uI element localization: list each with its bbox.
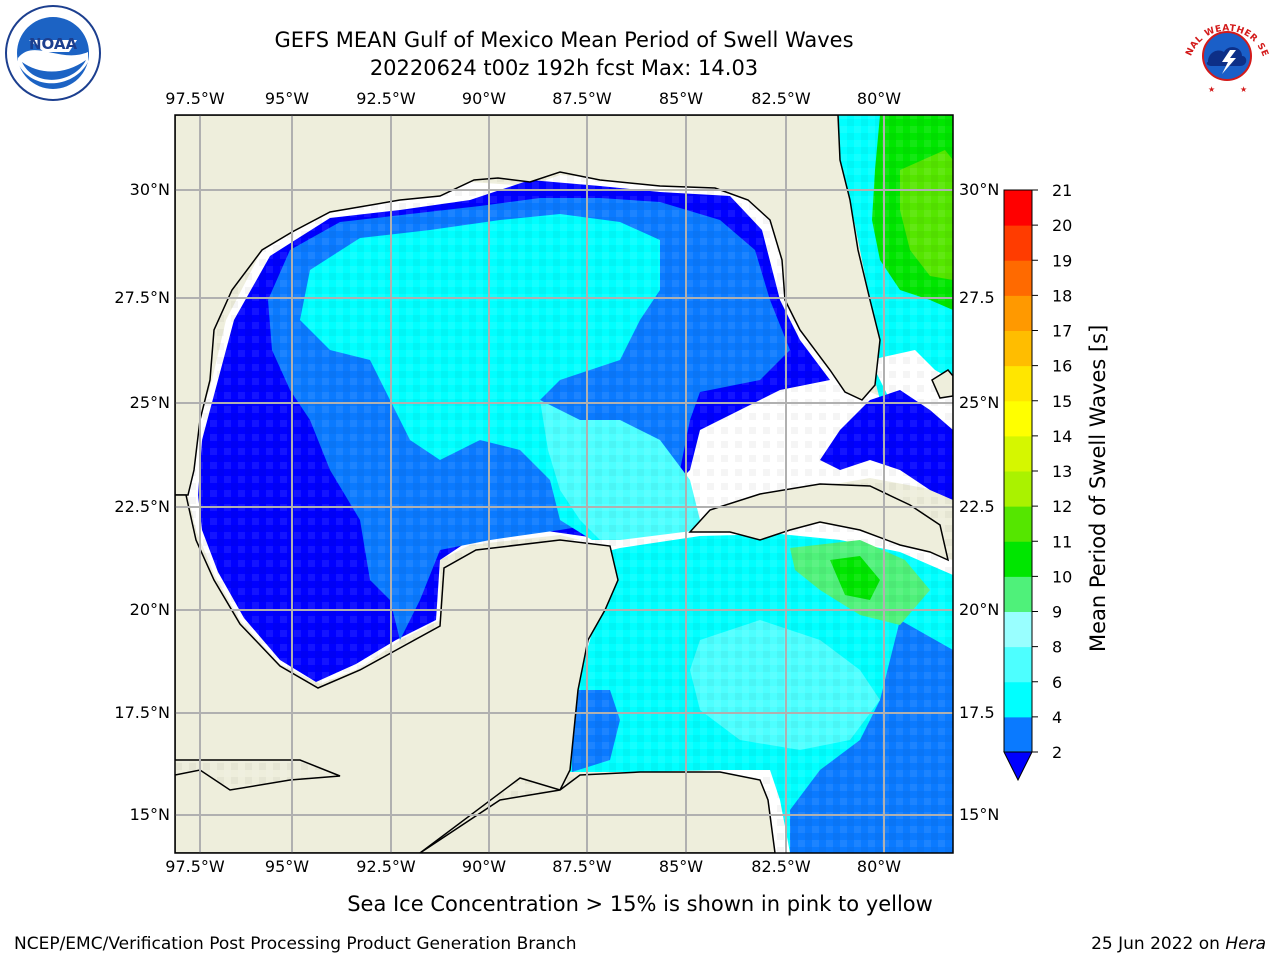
lat-label-right: 27.5 (959, 288, 995, 307)
lon-label-top: 85°W (658, 89, 704, 108)
colorbar-tick-label: 15 (1052, 392, 1072, 411)
lon-label-top: 95°W (264, 89, 310, 108)
lon-label-bottom: 90°W (461, 857, 507, 876)
lon-label-top: 87.5°W (552, 89, 612, 108)
colorbar-tick-label: 12 (1052, 497, 1072, 516)
colorbar-band (1004, 330, 1032, 367)
colorbar-band (1004, 365, 1032, 402)
colorbar-band (1004, 576, 1032, 612)
lon-label-top: 97.5°W (165, 89, 225, 108)
colorbar-band (1004, 716, 1032, 753)
map-subtitle: 20220624 t00z 192h fcst Max: 14.03 (369, 56, 759, 80)
map-area (175, 115, 953, 853)
colorbar-under-arrow (1003, 751, 1033, 782)
lat-label-left: 15°N (129, 805, 170, 824)
colorbar-tick-label: 19 (1052, 251, 1072, 270)
lon-label-bottom: 85°W (658, 857, 704, 876)
colorbar-tick-label: 17 (1052, 322, 1072, 341)
colorbar-tick-label: 6 (1052, 673, 1062, 692)
colorbar-tick-label: 8 (1052, 638, 1062, 657)
sea-ice-caption: Sea Ice Concentration > 15% is shown in … (347, 892, 933, 916)
lon-label-top: 80°W (856, 89, 902, 108)
footer-machine: Hera (1225, 934, 1266, 954)
colorbar: 2 4 6 8 9 10 11 12 13 14 15 16 17 18 19 20 21 (1003, 181, 1072, 782)
colorbar-tick-label: 14 (1052, 427, 1072, 446)
footer-branch: NCEP/EMC/Verification Post Processing Pr… (14, 934, 577, 954)
colorbar-tick-label: 9 (1052, 603, 1062, 622)
colorbar-tick-label: 21 (1052, 181, 1072, 200)
colorbar-band (1004, 295, 1032, 331)
lat-label-left: 30°N (129, 180, 170, 199)
lat-label-right: 25°N (959, 393, 1000, 412)
noaa-logo: NOAA (4, 4, 102, 102)
lat-label-right: 22.5 (959, 497, 995, 516)
lat-label-left: 27.5°N (114, 288, 170, 307)
noaa-logo-text: NOAA (29, 35, 78, 53)
colorbar-tick-label: 2 (1052, 743, 1062, 762)
footer-date-text: 25 Jun 2022 on (1091, 934, 1226, 954)
lat-label-right: 15°N (959, 805, 1000, 824)
lon-label-bottom: 95°W (264, 857, 310, 876)
lat-label-right: 30°N (959, 180, 1000, 199)
colorbar-band (1004, 225, 1032, 261)
land-bahamas-islands (931, 369, 953, 399)
colorbar-tick-label: 10 (1052, 567, 1072, 586)
land-us-gulf-coast (175, 115, 881, 496)
lon-label-bottom: 82.5°W (751, 857, 811, 876)
lon-label-bottom: 87.5°W (552, 857, 612, 876)
footer-date: 25 Jun 2022 on Hera (1091, 934, 1266, 954)
map-title: GEFS MEAN Gulf of Mexico Mean Period of … (274, 28, 854, 52)
colorbar-band (1004, 646, 1032, 683)
lon-label-top: 82.5°W (751, 89, 811, 108)
lat-label-left: 20°N (129, 600, 170, 619)
lon-label-bottom: 92.5°W (356, 857, 416, 876)
graticule (175, 115, 953, 853)
lon-label-bottom: 80°W (856, 857, 902, 876)
colorbar-band (1004, 190, 1032, 226)
colorbar-band (1004, 611, 1032, 648)
colorbar-band (1004, 400, 1032, 437)
lat-label-left: 25°N (129, 393, 170, 412)
lat-label-right: 20°N (959, 600, 1000, 619)
colorbar-tick-label: 16 (1052, 357, 1072, 376)
colorbar-label: Mean Period of Swell Waves [s] (1086, 324, 1110, 652)
lat-label-right: 17.5 (959, 703, 995, 722)
colorbar-band (1004, 541, 1032, 577)
colorbar-tick-label: 4 (1052, 708, 1062, 727)
colorbar-band (1004, 681, 1032, 718)
colorbar-band (1004, 435, 1032, 472)
national-weather-service-logo: NATIONAL WEATHER SERVICE ★ ★ (1174, 0, 1276, 102)
map-frame (174, 114, 954, 854)
colorbar-tick-label: 13 (1052, 462, 1072, 481)
svg-text:★: ★ (1240, 85, 1247, 94)
lat-label-left: 22.5°N (114, 497, 170, 516)
colorbar-tick-label: 18 (1052, 286, 1072, 305)
lat-label-left: 17.5°N (114, 703, 170, 722)
colorbar-tick-label: 11 (1052, 532, 1072, 551)
lon-label-top: 92.5°W (356, 89, 416, 108)
colorbar-band (1004, 506, 1032, 542)
colorbar-band (1004, 260, 1032, 296)
colorbar-tick-label: 20 (1052, 216, 1072, 235)
svg-text:★: ★ (1208, 85, 1215, 94)
lon-label-bottom: 97.5°W (165, 857, 225, 876)
colorbar-band (1004, 471, 1032, 507)
lon-label-top: 90°W (461, 89, 507, 108)
